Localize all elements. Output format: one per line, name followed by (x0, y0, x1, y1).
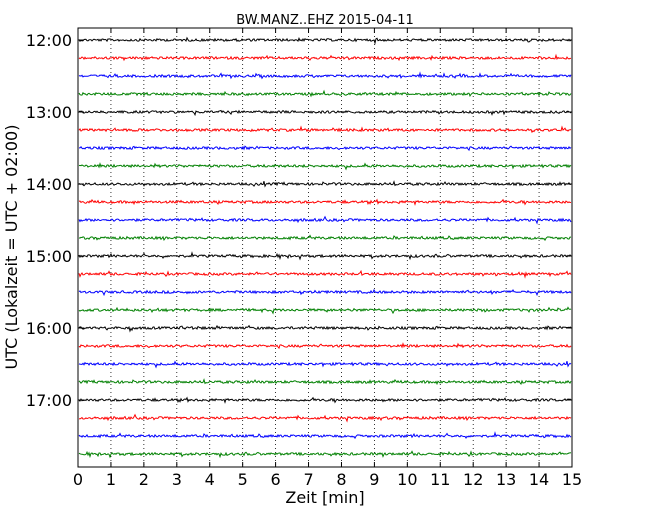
y-tick-label-15:00: 15:00 (26, 247, 72, 266)
x-tick-label-9: 9 (369, 470, 379, 489)
trace-1345 (78, 162, 572, 171)
y-tick-label-14:00: 14:00 (26, 175, 72, 194)
x-tick-label-15: 15 (562, 470, 582, 489)
x-tick-label-1: 1 (106, 470, 116, 489)
trace-1215 (78, 53, 571, 62)
x-tick-label-10: 10 (397, 470, 417, 489)
x-tick-label-4: 4 (205, 470, 215, 489)
trace-1430 (78, 215, 572, 225)
trace-1515 (78, 269, 572, 279)
trace-1645 (78, 378, 572, 386)
trace-1330 (79, 145, 572, 152)
trace-1445 (78, 234, 571, 242)
trace-1200 (78, 36, 572, 45)
trace-1730 (78, 431, 572, 440)
trace-1600 (78, 324, 572, 333)
trace-1745 (78, 450, 572, 459)
axis-ticks: 0 1 2 3 4 5 6 7 8 9 10 11 12 13 14 1512:0013:0014:0015:… (26, 28, 582, 489)
trace-1500 (78, 251, 572, 261)
trace-1400 (78, 180, 572, 188)
trace-1230 (78, 71, 572, 80)
x-tick-label-12: 12 (463, 470, 483, 489)
trace-lines (78, 36, 572, 459)
trace-1700 (78, 396, 572, 404)
y-axis-label: UTC (Lokalzeit = UTC + 02:00) (2, 125, 21, 370)
x-tick-label-8: 8 (336, 470, 346, 489)
trace-1615 (78, 342, 572, 350)
x-tick-label-7: 7 (303, 470, 313, 489)
x-tick-label-5: 5 (238, 470, 248, 489)
trace-1245 (78, 89, 572, 98)
trace-1630 (78, 360, 572, 369)
x-tick-label-0: 0 (73, 470, 83, 489)
trace-1715 (78, 413, 572, 423)
x-axis-label: Zeit [min] (285, 488, 364, 507)
x-tick-label-6: 6 (271, 470, 281, 489)
trace-1545 (78, 306, 572, 315)
x-tick-label-14: 14 (529, 470, 549, 489)
plot-frame (77, 27, 573, 468)
trace-1300 (78, 109, 572, 117)
trace-1530 (78, 288, 572, 297)
x-tick-label-13: 13 (496, 470, 516, 489)
x-tick-label-3: 3 (172, 470, 182, 489)
trace-1415 (78, 198, 572, 206)
y-tick-label-17:00: 17:00 (26, 391, 72, 410)
y-tick-label-16:00: 16:00 (26, 319, 72, 338)
chart-title: BW.MANZ..EHZ 2015-04-11 (236, 13, 414, 28)
x-tick-label-2: 2 (139, 470, 149, 489)
y-tick-label-13:00: 13:00 (26, 103, 72, 122)
y-tick-label-12:00: 12:00 (26, 31, 72, 50)
trace-1315 (78, 125, 572, 134)
x-tick-label-11: 11 (430, 470, 450, 489)
